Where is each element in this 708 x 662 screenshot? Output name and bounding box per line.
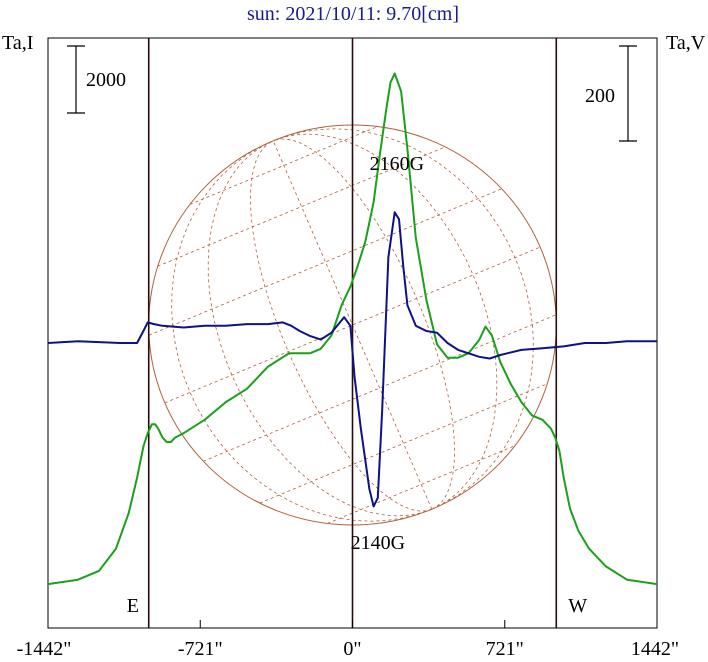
disk-latitude-line — [157, 146, 446, 267]
series-line-ta-i — [47, 72, 658, 586]
disk-latitude-line — [327, 445, 516, 524]
disk-longitude-line — [272, 128, 534, 510]
disk-latitude-line — [164, 246, 541, 404]
disk-latitude-line — [259, 383, 548, 504]
left-axis-label: Ta,I — [2, 32, 33, 54]
right-scale-bar-label: 200 — [585, 85, 615, 107]
series-line-ta-v — [47, 211, 657, 508]
x-tick-label: -721" — [178, 638, 223, 660]
disk-latitude-line — [148, 188, 502, 336]
left-scale-bar-label: 2000 — [86, 69, 126, 91]
x-tick-label: 0" — [343, 638, 361, 660]
limb-marker-label: E — [127, 595, 139, 617]
disk-longitude-line — [249, 140, 433, 512]
series-layer — [47, 72, 658, 586]
annotations: 2160G 2140G — [351, 153, 424, 554]
disk-longitude-line — [207, 140, 433, 517]
x-tick-label: -1442" — [17, 638, 72, 660]
chart-title: sun: 2021/10/11: 9.70[cm] — [247, 3, 459, 25]
disk-latitude-line — [203, 314, 557, 462]
x-tick-label: 721" — [486, 638, 524, 660]
left-scale-bar: 2000 — [67, 45, 126, 114]
limb-marker-label: W — [568, 595, 587, 617]
right-scale-bar: 200 — [585, 45, 637, 142]
disk-latitude-line — [189, 126, 378, 205]
field-annotation: 2140G — [351, 532, 405, 554]
field-annotation: 2160G — [370, 153, 424, 175]
x-axis-ticks: -1442" -721" 0" 721" 1442" — [17, 620, 679, 660]
x-tick-label: 1442" — [631, 638, 679, 660]
right-axis-label: Ta,V — [666, 32, 706, 54]
